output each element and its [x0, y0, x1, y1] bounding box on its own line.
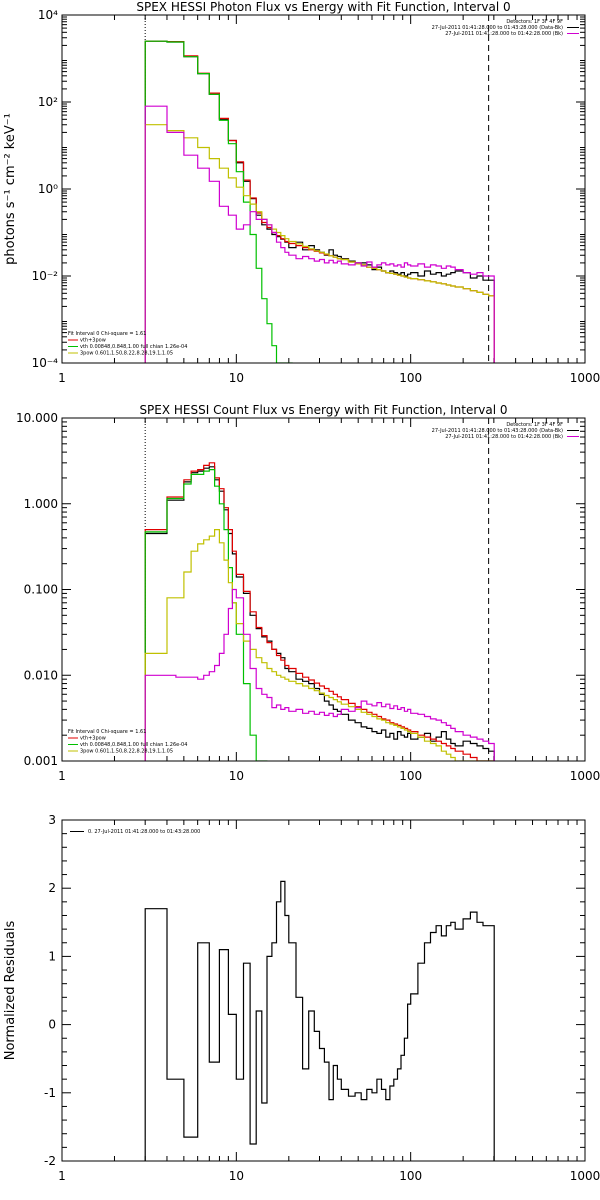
legend-bottom-left-text: vth+3pow: [80, 736, 106, 742]
x-tick-label: 1: [58, 371, 66, 385]
legend-bottom-left-text: 3pow 0.601,1.50,8.22,8.28,19.1,1.05: [80, 749, 173, 755]
chart-title: SPEX HESSI Photon Flux vs Energy with Fi…: [136, 0, 510, 14]
series-data-bk: [144, 466, 495, 761]
x-tick-label: 10: [229, 371, 244, 385]
y-tick-label: 0.010: [24, 668, 58, 682]
chart-1: SPEX HESSI Photon Flux vs Energy with Fi…: [3, 0, 600, 385]
legend-top-left-text: 0. 27-Jul-2011 01:41:28.000 to 01:43:28.…: [88, 829, 200, 835]
legend-bottom-left-text: vth+3pow: [80, 338, 106, 344]
chart-3: 1 10 100 1000 -2 -1 0 1 2 3 Normalized Residuals 0.…: [3, 813, 600, 1183]
series-0-27-jul-2011-01-41-28-000-to-01-43-28-000: [144, 880, 495, 1161]
y-tick-label: 0: [48, 1018, 56, 1032]
series-bk: [144, 588, 495, 761]
y-tick-label: -2: [44, 1154, 56, 1168]
x-tick-label: 1: [58, 1169, 66, 1183]
legend-bottom-left-text: Fit Interval 0 Chi-square = 1.61: [68, 331, 146, 337]
legend-bottom-left-text: 3pow 0.601,1.50,8.22,8.28,19.1,1.05: [80, 351, 173, 357]
chart-2: SPEX HESSI Count Flux vs Energy with Fit…: [16, 403, 600, 783]
y-tick-label: -1: [44, 1086, 56, 1100]
axes-box: [61, 819, 586, 1162]
y-tick-label: 10⁴: [38, 8, 58, 22]
legend-top-right-text: 27-Jul-2011 01:41:28.000 to 01:42:28.000…: [445, 434, 563, 440]
x-tick-label: 1: [58, 769, 66, 783]
y-tick-label: 10⁻⁴: [32, 356, 59, 370]
series-vth: [144, 469, 268, 761]
x-tick-label: 1000: [570, 769, 600, 783]
x-tick-label: 100: [399, 1169, 422, 1183]
x-tick-label: 10: [229, 1169, 244, 1183]
y-tick-label: 10²: [38, 95, 58, 109]
y-tick-label: 1.000: [24, 497, 58, 511]
legend-bottom-left-text: vth 0.00848,0.848,1.00 full chian 1.26e-…: [80, 344, 187, 350]
y-tick-label: 10⁰: [38, 182, 58, 196]
x-tick-label: 1000: [570, 1169, 600, 1183]
series-vth-3pow: [144, 40, 495, 363]
y-tick-label: 1: [48, 949, 56, 963]
y-tick-label: 0.100: [24, 583, 58, 597]
y-tick-label: 3: [48, 813, 56, 827]
chart-title: SPEX HESSI Count Flux vs Energy with Fit…: [139, 403, 507, 417]
y-tick-label: 10⁻²: [32, 269, 59, 283]
legend-top-right-text: Detectors: 1F 3F 4F 9F: [506, 422, 563, 428]
axes-box: [61, 14, 586, 364]
legend-bottom-left-text: vth 0.00848,0.848,1.00 full chian 1.26e-…: [80, 742, 187, 748]
y-axis-label: Normalized Residuals: [3, 921, 18, 1061]
y-tick-label: 10.000: [16, 411, 58, 425]
y-axis-label: photons s⁻¹ cm⁻² keV⁻¹: [3, 113, 18, 265]
legend-bottom-left-text: Fit Interval 0 Chi-square = 1.61: [68, 729, 146, 735]
legend-top-right-text: 27-Jul-2011 01:41:28.000 to 01:42:28.000…: [445, 31, 563, 37]
y-tick-label: 0.001: [24, 754, 58, 768]
series-3pow: [144, 124, 495, 363]
x-tick-label: 100: [399, 371, 422, 385]
x-tick-label: 10: [229, 769, 244, 783]
legend-top-right-text: 27-Jul-2011 01:41:28.000 to 01:43:28.000…: [432, 428, 563, 434]
series-vth-3pow: [144, 462, 495, 761]
legend-top-right-text: 27-Jul-2011 01:41:28.000 to 01:43:28.000…: [432, 25, 563, 31]
legend-top-right-text: Detectors: 1F 3F 4F 9F: [506, 19, 563, 25]
y-tick-label: 2: [48, 881, 56, 895]
x-tick-label: 100: [399, 769, 422, 783]
axes-box: [61, 417, 586, 762]
series-3pow: [144, 528, 495, 761]
series-bk: [144, 105, 495, 363]
series-data-bk: [144, 40, 495, 363]
x-tick-label: 1000: [570, 371, 600, 385]
